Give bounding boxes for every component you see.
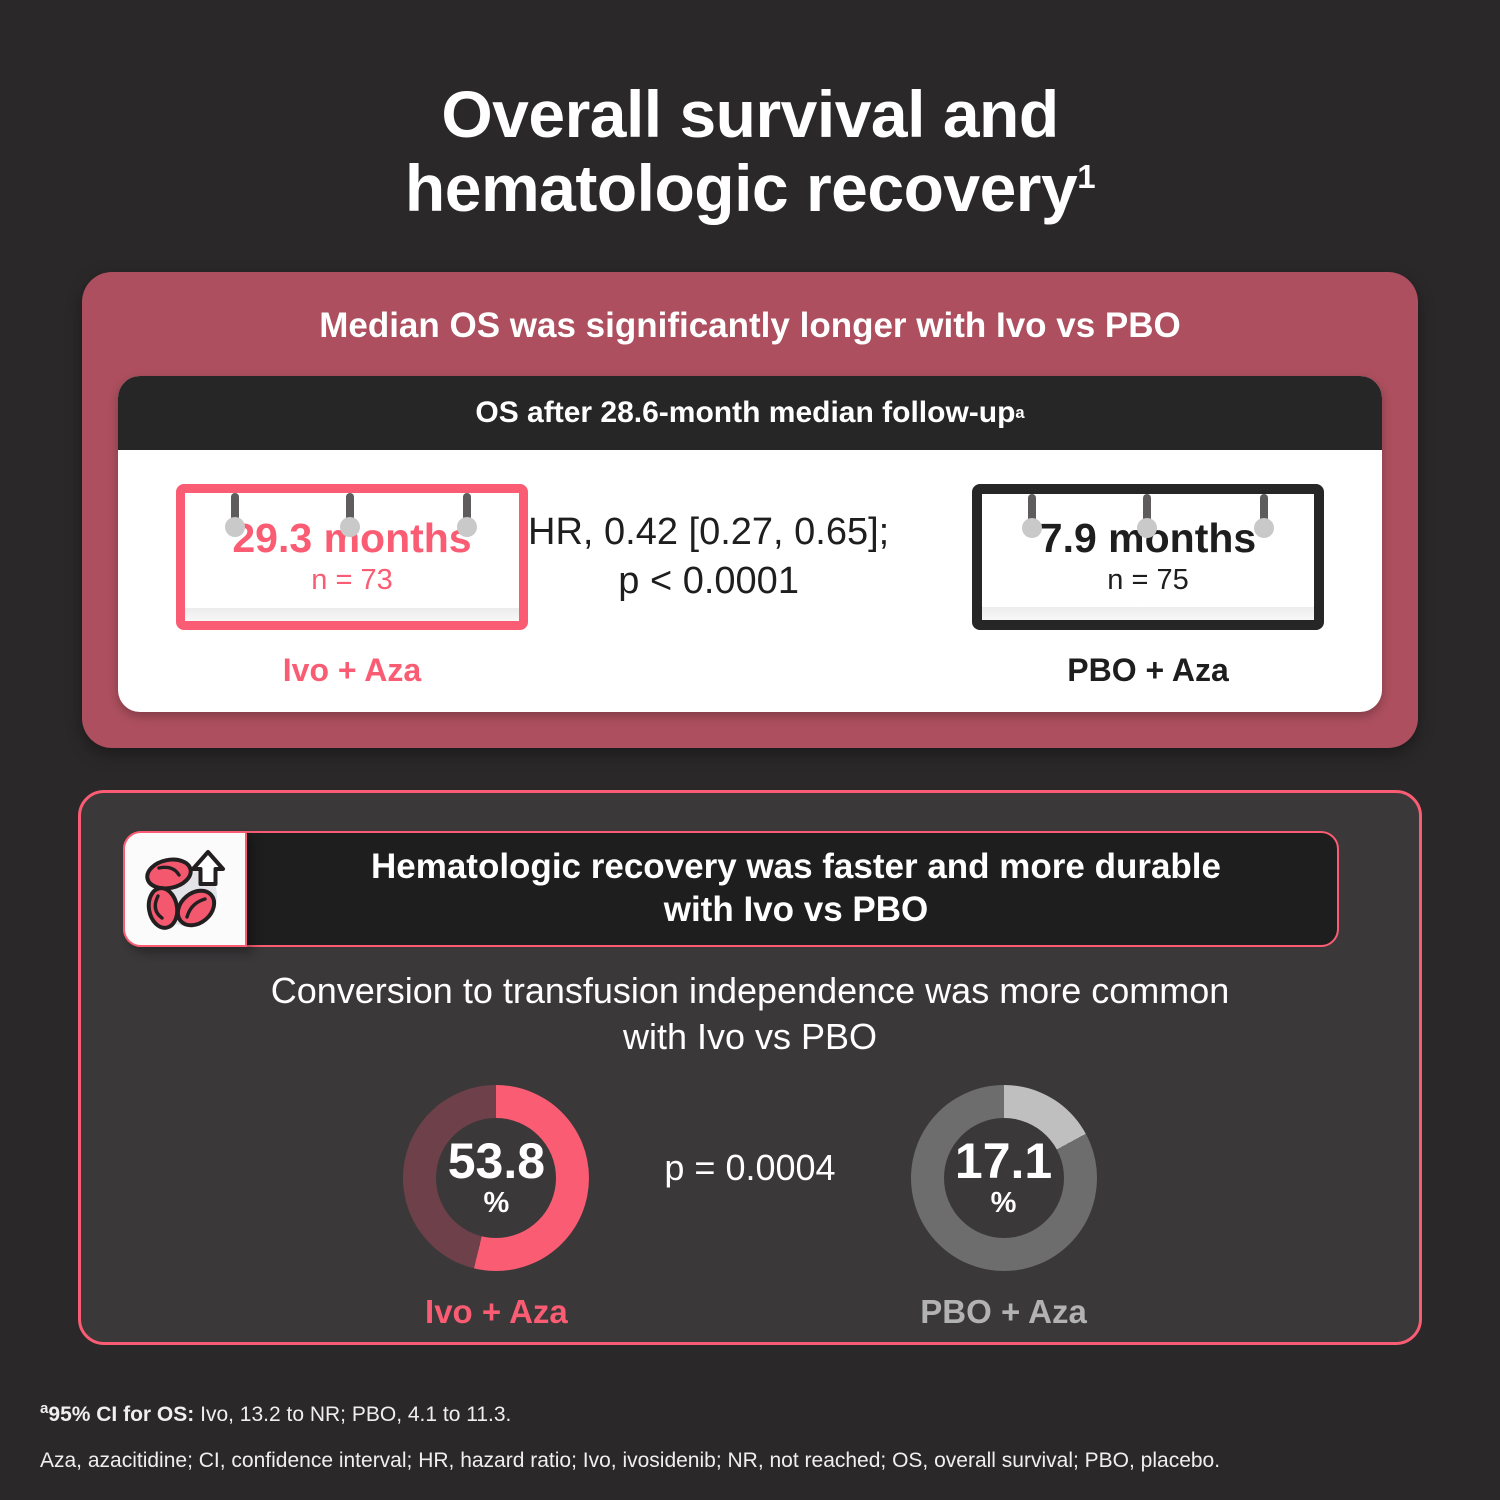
calendar-ring-icon [340, 493, 360, 539]
donut-pbo-label: PBO + Aza [920, 1293, 1087, 1330]
transfusion-p-value: p = 0.0004 [664, 1147, 836, 1188]
page-title: Overall survival and hematologic recover… [0, 77, 1500, 226]
ring-bead-icon [225, 517, 245, 537]
calendar-rings-pbo [982, 494, 1314, 540]
blood-cells-up-arrow-icon [123, 831, 247, 947]
os-pbo-block: 7.9 months n = 75 PBO + Aza [972, 450, 1324, 689]
os-card: Median OS was significantly longer with … [82, 272, 1418, 748]
calendar-ring-icon [1022, 494, 1042, 540]
ring-stem-icon [346, 493, 354, 527]
os-pbo-n: n = 75 [1107, 564, 1189, 597]
page-title-line2: hematologic recovery [404, 150, 1078, 225]
recovery-header-bar: Hematologic recovery was faster and more… [123, 831, 1339, 947]
calendar-ring-icon [1254, 494, 1274, 540]
recovery-subtitle: Conversion to transfusion independence w… [81, 968, 1419, 1060]
os-ivo-n: n = 73 [311, 564, 393, 597]
donut-ivo-center: 53.8 % [436, 1118, 557, 1238]
footnote-ci-text: Ivo, 13.2 to NR; PBO, 4.1 to 11.3. [194, 1403, 512, 1426]
hematologic-recovery-card: Hematologic recovery was faster and more… [78, 790, 1422, 1345]
ring-bead-icon [457, 517, 477, 537]
ring-stem-icon [1260, 494, 1268, 528]
footnote-abbreviations: Aza, azacitidine; CI, confidence interva… [40, 1448, 1221, 1472]
calendar-ring-icon [1137, 494, 1157, 540]
ring-stem-icon [1143, 494, 1151, 528]
recovery-subtitle-line1: Conversion to transfusion independence w… [270, 970, 1230, 1011]
os-card-header: Median OS was significantly longer with … [319, 306, 1181, 345]
os-panel: OS after 28.6-month median follow-up a [118, 376, 1382, 712]
os-panel-header-text: OS after 28.6-month median follow-up [475, 396, 1016, 429]
donut-pbo-center: 17.1 % [943, 1118, 1064, 1238]
calendar-ring-icon [457, 493, 477, 539]
calendar-rings-ivo [185, 493, 519, 539]
donut-block-pbo: 17.1 % PBO + Aza [854, 1085, 1154, 1331]
os-pbo-label: PBO + Aza [1067, 652, 1229, 688]
calendar-ring-icon [225, 493, 245, 539]
os-ivo-label: Ivo + Aza [282, 652, 422, 688]
ring-bead-icon [1254, 518, 1274, 538]
footnotes: a95% CI for OS: Ivo, 13.2 to NR; PBO, 4.… [40, 1398, 1460, 1476]
donut-pbo-value: 17.1 [954, 1132, 1053, 1189]
ring-bead-icon [1137, 518, 1157, 538]
donut-block-ivo: 53.8 % Ivo + Aza [346, 1085, 646, 1331]
os-panel-header-footnote-marker: a [1015, 403, 1025, 422]
donut-pbo-unit: % [990, 1186, 1017, 1219]
ring-bead-icon [340, 517, 360, 537]
footnote-ci-label: 95% CI for OS: [48, 1403, 195, 1426]
footnote-marker: a [40, 1400, 49, 1417]
donut-pbo: 17.1 % [910, 1085, 1097, 1271]
ring-bead-icon [1022, 518, 1042, 538]
recovery-header-line2: with Ivo vs PBO [663, 890, 929, 929]
donut-ivo-value: 53.8 [447, 1132, 546, 1189]
recovery-subtitle-line2: with Ivo vs PBO [622, 1016, 878, 1058]
ring-stem-icon [1028, 494, 1036, 528]
os-ivo-calendar-box: 29.3 months n = 73 [176, 484, 528, 630]
os-panel-header: OS after 28.6-month median follow-up a [118, 376, 1382, 450]
ring-stem-icon [463, 493, 471, 527]
ring-stem-icon [231, 493, 239, 527]
donut-ivo-label: Ivo + Aza [425, 1293, 568, 1330]
os-hazard-ratio-stat: HR, 0.42 [0.27, 0.65]; p < 0.0001 [528, 508, 889, 607]
os-pbo-calendar-box: 7.9 months n = 75 [972, 484, 1324, 630]
donut-ivo-unit: % [483, 1186, 510, 1219]
os-ivo-block: 29.3 months n = 73 Ivo + Aza [176, 450, 528, 689]
page-title-reference: 1 [1077, 157, 1096, 195]
os-hr-line: HR, 0.42 [0.27, 0.65]; [528, 511, 890, 553]
page-title-line1: Overall survival and [441, 77, 1059, 151]
footnote-ci: a95% CI for OS: Ivo, 13.2 to NR; PBO, 4.… [40, 1398, 1460, 1430]
transfusion-independence-donut-chart: 53.8 % Ivo + Aza p = 0.0004 17.1 % PBO +… [81, 1085, 1419, 1331]
donut-ivo: 53.8 % [403, 1085, 590, 1271]
os-p-line: p < 0.0001 [618, 560, 799, 603]
os-panel-body: 29.3 months n = 73 Ivo + Aza HR, 0.42 [0… [118, 450, 1382, 712]
recovery-header-line1: Hematologic recovery was faster and more… [370, 847, 1222, 887]
